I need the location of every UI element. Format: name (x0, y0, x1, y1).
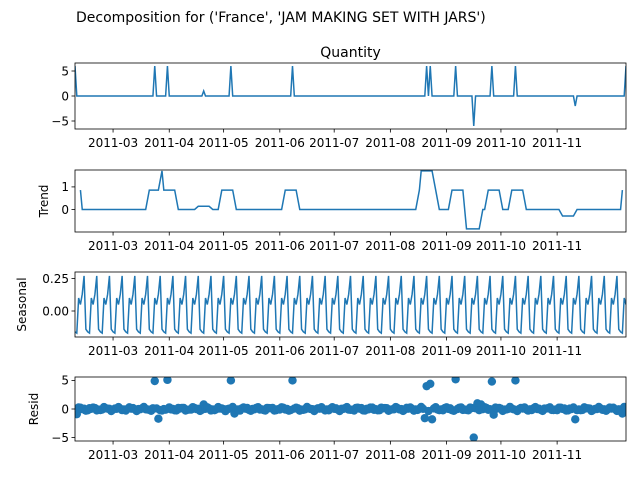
x-tick-label: 2011-11 (532, 344, 582, 358)
x-tick-label: 2011-10 (476, 136, 526, 150)
panel-title: Quantity (320, 45, 381, 61)
x-tick-label: 2011-05 (199, 136, 249, 150)
resid-point (487, 377, 497, 386)
x-tick-label: 2011-08 (365, 448, 415, 462)
resid-point (427, 415, 437, 424)
plot-area (75, 275, 626, 335)
x-tick-label: 2011-07 (309, 448, 359, 462)
x-tick-label: 2011-11 (532, 136, 582, 150)
x-tick-label: 2011-04 (144, 136, 194, 150)
y-tick-label: 5 (61, 64, 69, 78)
resid-point (426, 379, 435, 389)
x-tick-label: 2011-06 (255, 448, 305, 462)
x-tick-label: 2011-05 (199, 448, 249, 462)
y-axis-label: Resid (27, 393, 41, 425)
y-tick-label: 0 (61, 402, 69, 416)
x-tick-label: 2011-11 (532, 239, 582, 253)
x-tick-label: 2011-06 (255, 344, 305, 358)
x-tick-label: 2011-05 (199, 239, 249, 253)
x-tick-label: 2011-03 (88, 448, 138, 462)
resid-point (469, 433, 478, 441)
x-tick-label: 2011-09 (421, 239, 471, 253)
resid-point (154, 414, 163, 423)
panel-1: −5 0 5 2011-03 2011-04 2011-05 2011-06 2011-07 2… (51, 45, 627, 150)
y-tick-label: 0 (61, 203, 69, 217)
x-tick-label: 2011-06 (255, 239, 305, 253)
y-tick-label: −5 (51, 431, 69, 445)
resid-point (511, 377, 520, 385)
panel-2: 0 1 2011-03 2011-04 2011-05 2011-06 2011-07 201… (37, 169, 627, 253)
trend-series-line (79, 170, 624, 230)
resid-point (571, 415, 580, 424)
resid-point (288, 377, 297, 385)
x-tick-label: 2011-10 (476, 239, 526, 253)
x-tick-label: 2011-08 (365, 344, 415, 358)
resid-point (226, 377, 236, 385)
x-tick-label: 2011-10 (476, 448, 526, 462)
panel-3: 0.00 0.25 2011-03 2011-04 2011-05 2011-06 2011… (15, 271, 627, 358)
resid-point (163, 377, 172, 385)
x-tick-label: 2011-04 (144, 239, 194, 253)
x-tick-label: 2011-05 (199, 344, 249, 358)
x-tick-label: 2011-07 (309, 136, 359, 150)
y-axis-label: Seasonal (15, 277, 29, 331)
resid-point (451, 377, 460, 384)
x-tick-label: 2011-08 (365, 136, 415, 150)
axes-frame (74, 169, 627, 233)
x-tick-label: 2011-08 (365, 239, 415, 253)
x-tick-label: 2011-09 (421, 344, 471, 358)
x-tick-label: 2011-03 (88, 136, 138, 150)
panel-4: −5 0 5 2011-03 2011-04 2011-05 2011-06 2011-07 2… (27, 374, 627, 462)
y-tick-label: 5 (61, 374, 69, 388)
x-tick-label: 2011-09 (421, 136, 471, 150)
axes-frame (74, 271, 627, 338)
x-tick-label: 2011-09 (421, 448, 471, 462)
x-tick-label: 2011-04 (144, 448, 194, 462)
plot-area (79, 170, 624, 230)
x-tick-label: 2011-10 (476, 344, 526, 358)
y-tick-label: 0.25 (42, 272, 69, 286)
x-tick-label: 2011-07 (309, 239, 359, 253)
plot-area (75, 377, 626, 441)
panels-group: −5 0 5 2011-03 2011-04 2011-05 2011-06 2011-07 2… (15, 45, 627, 462)
plot-area (75, 65, 626, 127)
x-tick-label: 2011-04 (144, 344, 194, 358)
figure-suptitle: Decomposition for ('France', 'JAM MAKING… (76, 10, 486, 26)
y-tick-label: 0.00 (42, 304, 69, 318)
x-tick-label: 2011-06 (255, 136, 305, 150)
y-tick-label: 1 (61, 180, 69, 194)
resid-point (420, 413, 430, 423)
x-tick-label: 2011-03 (88, 239, 138, 253)
resid-point (489, 410, 498, 419)
y-tick-label: 0 (61, 89, 69, 103)
quantity-series-line (75, 65, 626, 127)
y-tick-label: −5 (51, 114, 69, 128)
x-tick-label: 2011-03 (88, 344, 138, 358)
resid-point (150, 377, 159, 386)
y-axis-label: Trend (37, 185, 51, 219)
x-tick-label: 2011-07 (309, 344, 359, 358)
resid-point (621, 404, 626, 414)
x-tick-label: 2011-11 (532, 448, 582, 462)
seasonal-series-line (75, 275, 626, 335)
